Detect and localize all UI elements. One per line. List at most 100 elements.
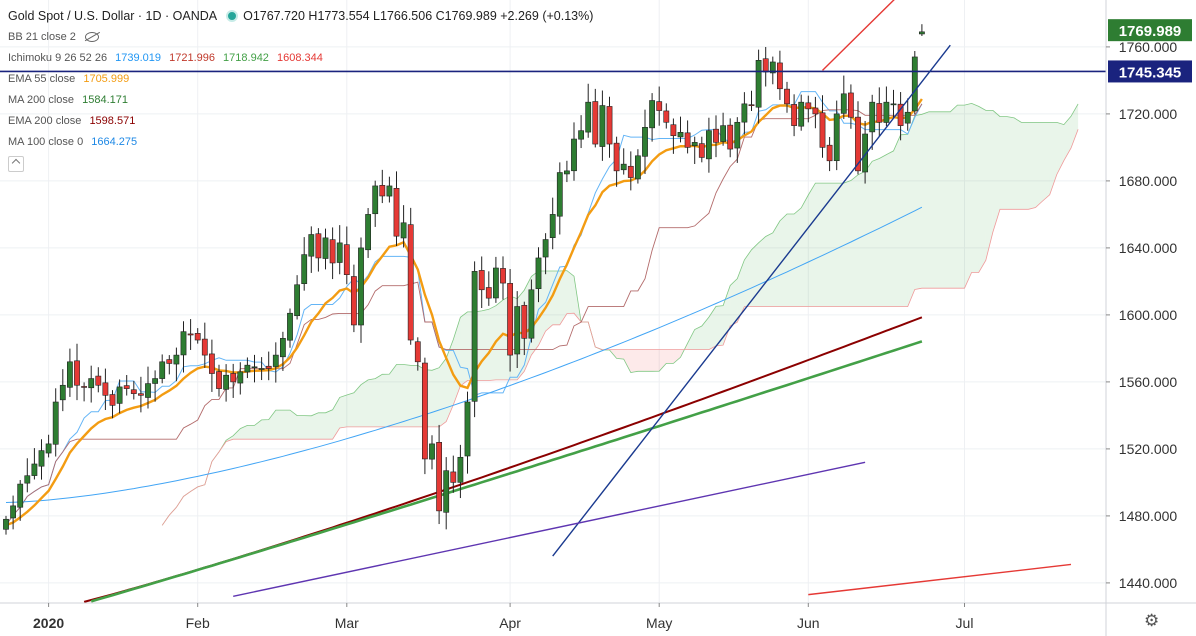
candle	[876, 87, 883, 137]
candle-body	[670, 124, 677, 136]
candle-body	[592, 101, 599, 145]
cloud-segment	[375, 374, 383, 427]
indicator-ichimoku[interactable]: Ichimoku 9 26 52 26 1739.019 1721.996 17…	[8, 48, 598, 69]
trendline-rising-support	[552, 44, 951, 557]
candle-body	[145, 383, 151, 398]
candle-body	[38, 450, 45, 467]
cloud-segment	[1035, 122, 1043, 208]
cloud-segment	[914, 114, 922, 290]
candle	[251, 354, 258, 383]
x-tick-label: Jun	[797, 615, 820, 631]
cloud-segment	[460, 311, 468, 386]
candle	[265, 351, 272, 381]
candle	[684, 120, 691, 154]
candle	[166, 355, 173, 375]
indicator-ma100[interactable]: MA 100 close 0 1664.275	[8, 132, 598, 153]
candle-body	[840, 93, 847, 114]
cloud-segment	[346, 392, 354, 427]
indicator-ema55[interactable]: EMA 55 close 1705.999	[8, 69, 598, 90]
cloud-segment	[389, 364, 397, 427]
candle	[514, 291, 521, 369]
cloud-segment	[311, 412, 319, 440]
candle	[720, 112, 726, 146]
trendline-long-term-support	[233, 461, 866, 597]
candle-body	[265, 365, 272, 369]
collapse-legend-button[interactable]	[8, 156, 24, 172]
cloud-segment	[538, 271, 546, 346]
candle-body	[741, 103, 748, 123]
settings-gear-icon[interactable]: ⚙	[1144, 611, 1160, 630]
cloud-segment	[900, 134, 908, 307]
candle	[734, 117, 741, 163]
candle-body	[776, 62, 783, 90]
candle	[784, 81, 790, 113]
candle	[130, 380, 137, 400]
candle	[443, 457, 450, 530]
candle	[393, 171, 400, 246]
ema55-line	[5, 98, 923, 527]
candle	[918, 24, 925, 37]
cloud-segment	[751, 242, 759, 307]
candle-body	[237, 371, 244, 384]
indicator-ma200[interactable]: MA 200 close 1584.171	[8, 90, 598, 111]
candle	[613, 136, 620, 187]
indicator-value: 1718.942	[223, 52, 269, 64]
cloud-segment	[694, 325, 702, 350]
candle-body	[713, 128, 719, 143]
candle	[343, 226, 350, 285]
cloud-segment	[403, 364, 411, 427]
candle	[677, 116, 684, 143]
cloud-segment	[872, 158, 880, 307]
candle	[258, 357, 265, 381]
candle	[883, 86, 890, 127]
indicator-ema200[interactable]: EMA 200 close 1598.571	[8, 111, 598, 132]
candle-body	[805, 102, 812, 110]
cloud-segment	[254, 419, 262, 440]
candle	[592, 88, 599, 148]
candle	[670, 118, 677, 154]
y-tick-label: 1560.000	[1119, 374, 1178, 390]
cloud-segment	[325, 409, 333, 440]
indicator-label: EMA 200 close	[8, 115, 82, 127]
indicator-bb[interactable]: BB 21 close 2	[8, 27, 598, 48]
candle	[500, 256, 506, 300]
candle	[329, 227, 336, 280]
hidden-eye-icon[interactable]	[84, 32, 99, 43]
candle	[805, 95, 812, 123]
candle	[407, 207, 414, 345]
senkou-span-b	[161, 129, 1079, 526]
ma200-line	[90, 340, 923, 603]
candle-body	[613, 142, 620, 172]
symbol-title: Gold Spot / U.S. Dollar · 1D · OANDA	[8, 9, 218, 23]
candle	[436, 424, 442, 525]
cloud-segment	[701, 317, 709, 350]
candle-body	[514, 306, 521, 355]
candle	[429, 435, 435, 470]
candle-body	[372, 185, 379, 215]
candle	[578, 115, 584, 149]
candle	[485, 271, 492, 306]
cloud-segment	[765, 232, 773, 307]
candle-body	[578, 130, 584, 140]
candle	[31, 448, 38, 480]
candle-body	[833, 113, 840, 162]
candle-body	[400, 222, 407, 239]
candle	[741, 92, 748, 135]
candle	[52, 388, 59, 457]
cloud-segment	[616, 349, 624, 360]
candle	[372, 180, 379, 227]
cloud-segment	[673, 349, 681, 364]
candle	[116, 379, 123, 414]
indicator-value: 1739.019	[115, 52, 162, 64]
candle-body	[585, 101, 592, 133]
candle	[535, 247, 542, 303]
candle	[308, 226, 315, 273]
candle-body	[152, 378, 158, 384]
cloud-segment	[808, 183, 816, 307]
candle-body	[762, 58, 769, 73]
cloud-segment	[907, 115, 915, 307]
candle	[279, 331, 286, 371]
candle-body	[663, 110, 670, 123]
